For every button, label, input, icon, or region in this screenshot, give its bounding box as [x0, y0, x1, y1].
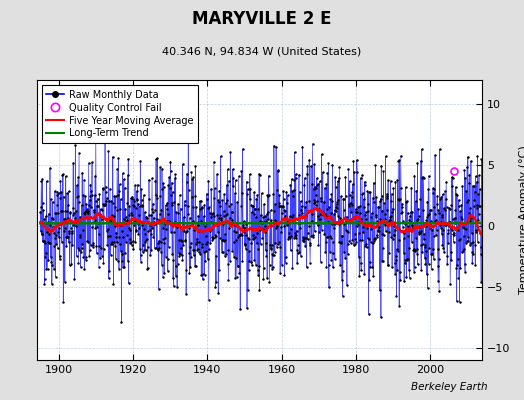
- Text: 40.346 N, 94.834 W (United States): 40.346 N, 94.834 W (United States): [162, 46, 362, 56]
- Y-axis label: Temperature Anomaly (°C): Temperature Anomaly (°C): [519, 146, 524, 294]
- Legend: Raw Monthly Data, Quality Control Fail, Five Year Moving Average, Long-Term Tren: Raw Monthly Data, Quality Control Fail, …: [41, 85, 198, 143]
- Text: MARYVILLE 2 E: MARYVILLE 2 E: [192, 10, 332, 28]
- Text: Berkeley Earth: Berkeley Earth: [411, 382, 487, 392]
